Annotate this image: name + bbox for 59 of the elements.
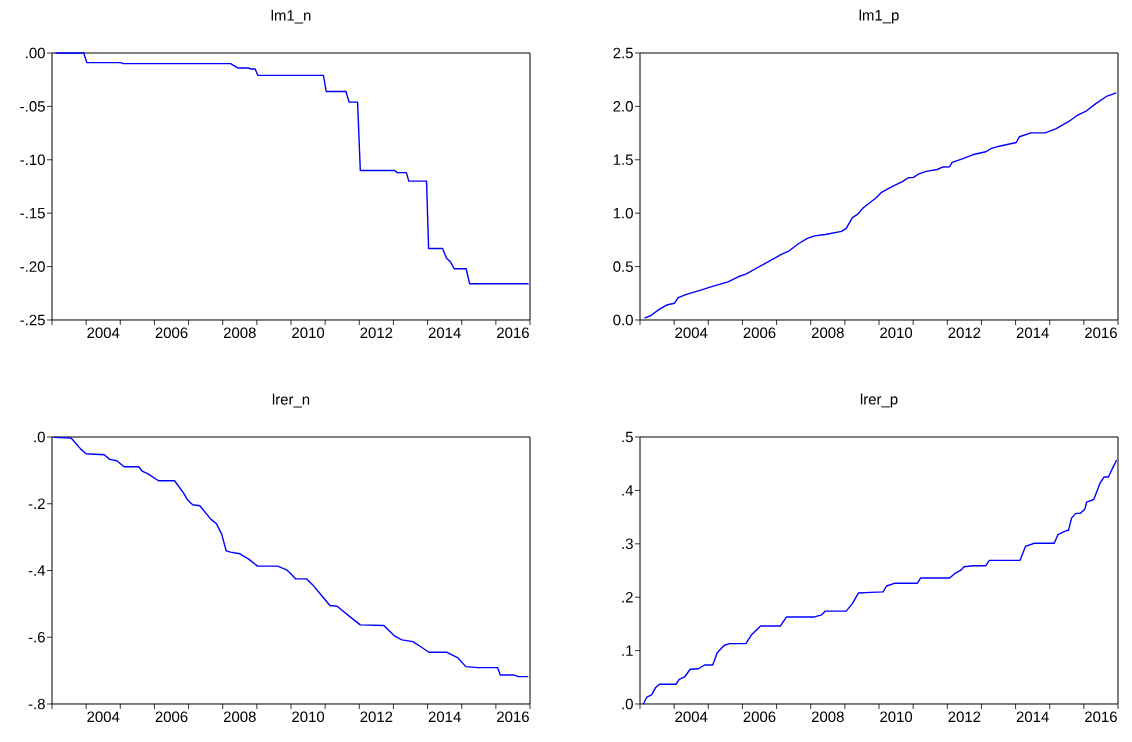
- y-tick-label: .4: [622, 485, 634, 496]
- x-tick-label: 2004: [675, 327, 708, 339]
- y-tick-label: .1: [622, 645, 633, 656]
- y-tick-label: .3: [622, 538, 633, 550]
- x-tick-label: 2014: [428, 327, 461, 339]
- line-series: [53, 436, 529, 678]
- y-tick-label: 2.0: [613, 101, 633, 112]
- y-tick-label: .2: [622, 591, 633, 603]
- y-tick-label: 1.0: [613, 207, 633, 219]
- x-tick-label: 2016: [1085, 711, 1117, 723]
- y-tick-label: -.20: [20, 261, 45, 272]
- x-tick-label: 2008: [223, 711, 256, 723]
- y-tick-label: .0: [34, 431, 45, 443]
- line-series: [54, 52, 530, 285]
- x-tick-label: 2016: [497, 711, 529, 723]
- y-tick-label: .00: [26, 47, 45, 59]
- y-tick-label: -.05: [20, 101, 45, 112]
- x-tick-label: 2008: [223, 327, 256, 339]
- x-tick-label: 2006: [155, 711, 188, 723]
- x-tick-label: 2010: [292, 327, 325, 339]
- x-tick-label: 2010: [292, 711, 325, 723]
- chart-title: lrer_p: [860, 393, 898, 408]
- x-tick-label: 2010: [880, 711, 913, 723]
- y-tick-label: -.10: [20, 154, 45, 166]
- x-tick-label: 2010: [880, 327, 913, 339]
- y-tick-label: -.25: [20, 314, 45, 326]
- y-tick-label: -.2: [28, 498, 45, 509]
- x-tick-label: 2006: [743, 327, 776, 339]
- x-tick-label: 2016: [1085, 327, 1117, 339]
- x-tick-label: 2006: [743, 711, 776, 723]
- chart-title: lm1_p: [859, 9, 899, 24]
- line-series: [642, 459, 1118, 705]
- x-tick-label: 2004: [87, 327, 120, 339]
- x-tick-label: 2006: [155, 327, 188, 339]
- y-tick-label: -.4: [28, 565, 46, 576]
- x-tick-label: 2014: [1016, 327, 1049, 339]
- x-tick-label: 2012: [360, 711, 393, 723]
- y-tick-label: 1.5: [613, 154, 633, 165]
- chart-title: lm1_n: [271, 9, 311, 24]
- y-tick-label: -.6: [28, 631, 45, 643]
- y-tick-label: .0: [622, 698, 633, 710]
- x-tick-label: 2004: [675, 711, 708, 723]
- chart-title: lrer_n: [272, 393, 310, 408]
- x-tick-label: 2012: [948, 711, 981, 723]
- y-tick-label: .5: [622, 431, 633, 443]
- y-tick-label: 2.5: [613, 47, 633, 59]
- y-tick-label: 0.0: [613, 314, 633, 326]
- x-tick-label: 2014: [428, 711, 461, 723]
- x-tick-label: 2008: [811, 711, 844, 723]
- x-tick-label: 2008: [811, 327, 844, 339]
- x-tick-label: 2004: [87, 711, 120, 723]
- x-tick-label: 2012: [360, 327, 393, 339]
- x-tick-label: 2014: [1016, 711, 1049, 723]
- y-tick-label: -.8: [28, 698, 45, 710]
- x-tick-label: 2016: [497, 327, 529, 339]
- x-tick-label: 2012: [948, 327, 981, 339]
- line-series: [643, 92, 1117, 319]
- y-tick-label: 0.5: [613, 261, 633, 272]
- y-tick-label: -.15: [20, 207, 45, 219]
